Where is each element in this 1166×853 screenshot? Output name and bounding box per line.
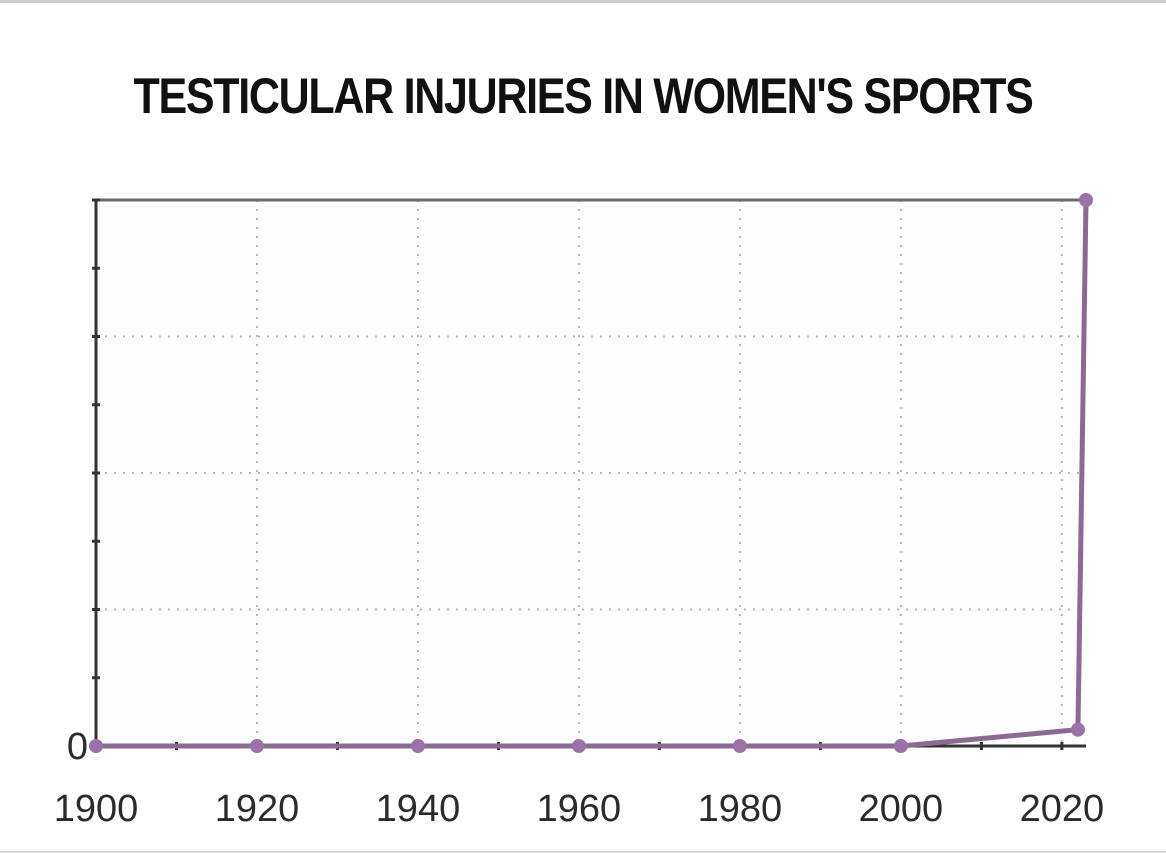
x-tick-label: 1980 [698, 788, 783, 830]
data-point [571, 739, 586, 753]
data-point [732, 739, 747, 753]
x-tick-label: 1960 [537, 788, 622, 830]
chart-title: TESTICULAR INJURIES IN WOMEN'S SPORTS [133, 68, 1033, 124]
data-point [249, 739, 264, 753]
x-tick-label: 1920 [215, 788, 300, 830]
data-point [1079, 193, 1093, 207]
data-point [1070, 722, 1085, 737]
line-chart: 1900 1920 1940 1960 1980 2000 2020 0 [54, 193, 1105, 830]
data-point [89, 739, 103, 753]
x-tick-label: 2020 [1020, 788, 1105, 830]
x-tick-label: 2000 [859, 788, 944, 830]
data-point [410, 739, 425, 753]
x-tick-label: 1900 [54, 788, 139, 830]
y-tick-label: 0 [67, 726, 88, 768]
x-tick-label: 1940 [376, 788, 461, 830]
series-line [96, 199, 1089, 749]
data-point [893, 739, 908, 753]
